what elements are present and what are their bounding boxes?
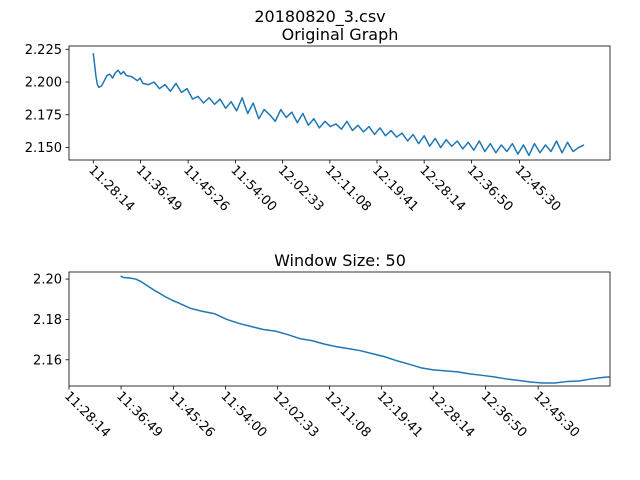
x-tick-label: 11:36:49 <box>133 163 185 215</box>
y-tick-label: 2.16 <box>33 353 62 368</box>
axes-frame <box>68 271 611 387</box>
x-tick-label: 12:02:33 <box>275 163 327 215</box>
x-tick-label: 11:54:00 <box>227 163 279 215</box>
x-tick-label: 12:02:33 <box>269 389 321 441</box>
series-line-0 <box>92 53 585 157</box>
x-tick-label: 12:28:14 <box>425 389 477 441</box>
chart-title-window: Window Size: 50 <box>274 251 406 270</box>
y-tick-label: 2.225 <box>25 43 62 58</box>
x-tick-label: 12:28:14 <box>416 163 468 215</box>
x-tick-label: 12:45:30 <box>511 163 563 215</box>
original-graph-axes: 2.150 2.175 2.200 2.225 11:28:1411:36:4911:4… <box>25 43 611 215</box>
y-tick-label: 2.150 <box>25 141 62 156</box>
chart-title-original: Original Graph <box>282 25 399 44</box>
x-tick-label: 12:36:50 <box>464 163 516 215</box>
x-tick-label: 12:19:41 <box>373 389 425 441</box>
x-tick-label: 11:45:26 <box>180 163 232 215</box>
window-size-axes: 2.16 2.18 2.20 11:28:14 11:36:49 11:45:26 11:5… <box>33 271 611 441</box>
y-tick-label: 2.200 <box>25 76 62 91</box>
x-tick-label: 11:36:49 <box>113 389 165 441</box>
x-tick-label: 12:45:30 <box>530 389 582 441</box>
y-tick-label: 2.18 <box>33 313 62 328</box>
x-tick-label: 12:19:41 <box>369 163 421 215</box>
x-tick-label: 12:36:50 <box>478 389 530 441</box>
x-tick-label: 11:28:14 <box>61 389 113 441</box>
x-tick-label: 11:28:14 <box>85 163 137 215</box>
figure-title: 20180820_3.csv <box>254 7 385 27</box>
x-tick-label: 11:45:26 <box>166 389 218 441</box>
x-tick-label: 11:54:00 <box>218 389 270 441</box>
x-tick-label: 12:11:08 <box>322 163 374 215</box>
axes-frame <box>68 45 611 161</box>
x-tick-label: 12:11:08 <box>322 389 374 441</box>
series-line-1 <box>120 275 610 384</box>
y-tick-label: 2.20 <box>33 273 62 288</box>
y-tick-label: 2.175 <box>25 108 62 123</box>
